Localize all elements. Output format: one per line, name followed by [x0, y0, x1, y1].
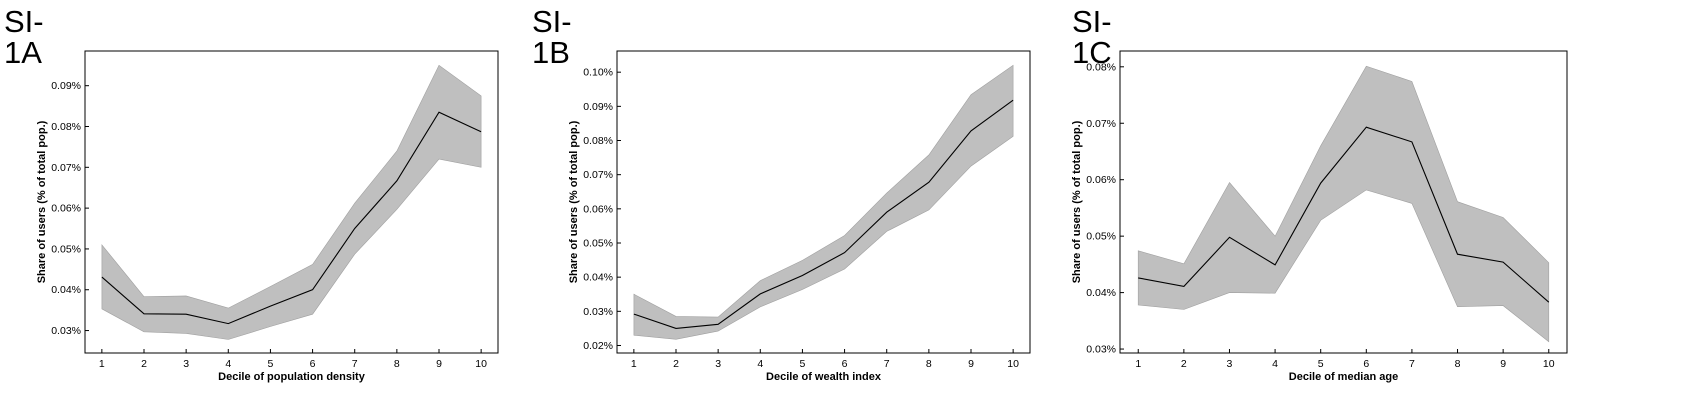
y-tick-label: 0.04%: [51, 284, 81, 296]
plot-frame: [1119, 50, 1568, 354]
y-tick-label: 0.03%: [583, 306, 613, 318]
confidence-band: [633, 64, 1014, 340]
series-line: [633, 99, 1014, 329]
x-tick-label: 2: [673, 358, 679, 370]
x-tick-label: 4: [1272, 358, 1278, 370]
plot-frame: [616, 50, 1031, 354]
x-tick-label: 6: [842, 358, 848, 370]
x-tick-label: 2: [141, 358, 147, 370]
y-tick-label: 0.08%: [583, 135, 613, 147]
x-tick-label: 3: [1227, 358, 1233, 370]
y-tick-label: 0.08%: [51, 121, 81, 133]
x-tick-label: 1: [631, 358, 637, 370]
y-tick-label: 0.07%: [1086, 118, 1116, 130]
x-tick-label: 5: [800, 358, 806, 370]
y-tick-label: 0.05%: [1086, 231, 1116, 243]
plot-frame: [84, 50, 499, 354]
x-tick-label: 10: [1007, 358, 1019, 370]
x-tick-label: 9: [968, 358, 974, 370]
y-tick-label: 0.06%: [583, 203, 613, 215]
y-tick-label: 0.07%: [583, 169, 613, 181]
x-tick-label: 4: [225, 358, 231, 370]
y-tick-label: 0.10%: [583, 67, 613, 79]
x-tick-label: 2: [1181, 358, 1187, 370]
x-tick-label: 8: [926, 358, 932, 370]
y-tick-label: 0.06%: [51, 203, 81, 215]
y-tick-label: 0.03%: [1086, 344, 1116, 356]
y-tick-label: 0.07%: [51, 162, 81, 174]
x-tick-label: 1: [1135, 358, 1141, 370]
y-tick-label: 0.05%: [51, 243, 81, 255]
x-tick-label: 6: [1363, 358, 1369, 370]
x-tick-label: 10: [475, 358, 487, 370]
chart-panel-a: 0.03% 0.04% 0.05% 0.06% 0.07% 0.08% 0.09% 1 2 3 4 5…: [36, 50, 499, 383]
chart-panel-b: 0.02% 0.03% 0.04% 0.05% 0.06% 0.07% 0.08% 0.09%…: [568, 50, 1031, 383]
y-tick-label: 0.02%: [583, 340, 613, 352]
x-tick-label: 1: [99, 358, 105, 370]
x-tick-label: 8: [1455, 358, 1461, 370]
series-line: [1138, 126, 1550, 303]
panel-label: SI-1B: [532, 4, 572, 70]
y-tick-label: 0.04%: [1086, 287, 1116, 299]
x-tick-label: 6: [310, 358, 316, 370]
x-tick-label: 7: [884, 358, 890, 370]
x-tick-label: 7: [352, 358, 358, 370]
x-tick-label: 3: [183, 358, 189, 370]
panel-label: SI-1A: [4, 4, 44, 70]
y-tick-label: 0.03%: [51, 325, 81, 337]
chart-panel-c: 0.03% 0.04% 0.05% 0.06% 0.07% 0.08% 1 2 3 4 5 6 7 8 9 1…: [1072, 50, 1568, 383]
panel-label: SI-1C: [1072, 4, 1112, 70]
x-tick-label: 5: [1318, 358, 1324, 370]
y-axis-label: Share of users (% of total pop.): [568, 120, 580, 283]
y-tick-label: 0.06%: [1086, 174, 1116, 186]
x-axis-label: Decile of population density: [218, 371, 366, 383]
x-tick-label: 9: [1500, 358, 1506, 370]
x-tick-label: 3: [715, 358, 721, 370]
y-tick-label: 0.04%: [583, 272, 613, 284]
y-tick-label: 0.09%: [51, 80, 81, 92]
x-axis-label: Decile of wealth index: [766, 371, 882, 383]
x-tick-label: 9: [436, 358, 442, 370]
x-tick-label: 5: [268, 358, 274, 370]
confidence-band: [1137, 65, 1550, 343]
y-tick-label: 0.08%: [1086, 61, 1116, 73]
y-tick-label: 0.05%: [583, 237, 613, 249]
x-tick-label: 7: [1409, 358, 1415, 370]
x-tick-label: 4: [757, 358, 763, 370]
x-tick-label: 10: [1543, 358, 1555, 370]
y-tick-label: 0.09%: [583, 101, 613, 113]
y-axis-label: Share of users (% of total pop.): [1072, 120, 1083, 283]
x-axis-label: Decile of median age: [1289, 371, 1398, 383]
series-line: [101, 111, 482, 325]
confidence-band: [101, 64, 482, 340]
x-tick-label: 8: [394, 358, 400, 370]
y-axis-label: Share of users (% of total pop.): [36, 120, 48, 283]
